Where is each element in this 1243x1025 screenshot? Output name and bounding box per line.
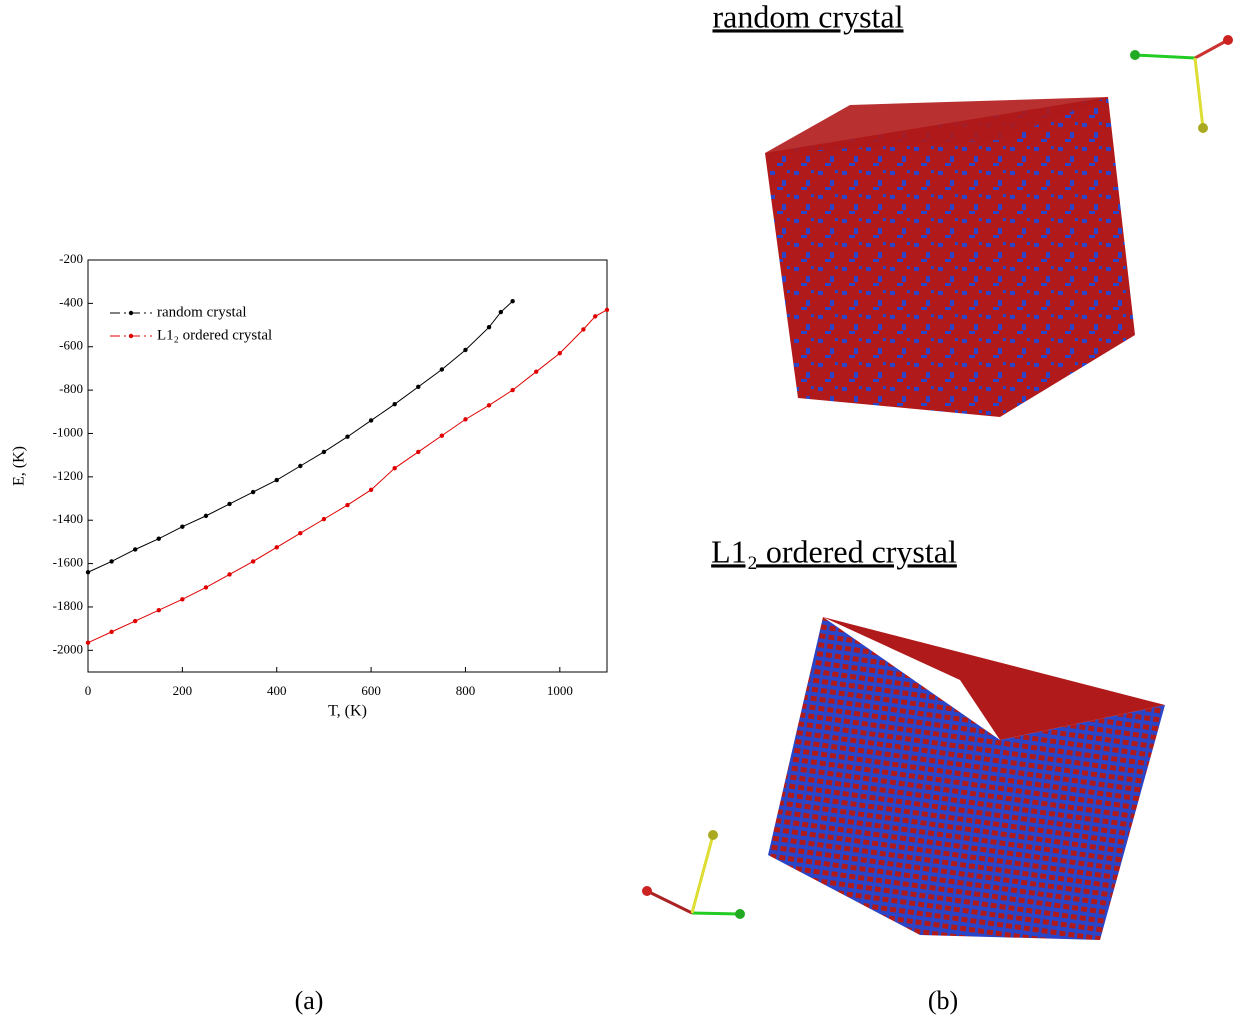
x-tick-label: 200	[173, 683, 193, 698]
point	[227, 501, 232, 507]
axis-triad	[1130, 35, 1233, 133]
legend-marker	[128, 310, 134, 316]
y-tick-label: -1400	[53, 511, 83, 526]
point	[416, 384, 421, 390]
cube-top	[765, 97, 1108, 153]
point	[392, 402, 397, 407]
x-tick-label: 0	[85, 683, 92, 698]
point	[510, 387, 515, 393]
y-tick-label: -600	[59, 338, 83, 353]
series-line	[87, 300, 513, 573]
point	[274, 545, 279, 550]
legend-marker	[128, 333, 134, 339]
point	[321, 516, 327, 522]
point	[534, 369, 539, 374]
point	[156, 608, 161, 613]
point	[392, 465, 397, 471]
plot-frame	[87, 259, 608, 673]
y-axis-label: E, (K)	[11, 446, 28, 486]
point	[510, 299, 515, 304]
cube-top	[823, 617, 1165, 740]
point	[321, 449, 327, 455]
y-tick-label: -800	[59, 381, 83, 396]
y-tick-label: -1200	[53, 468, 83, 483]
cube	[765, 97, 1135, 417]
x-tick-label: 400	[267, 683, 287, 698]
point	[85, 570, 91, 575]
point	[604, 307, 610, 313]
point	[298, 463, 303, 469]
point	[368, 487, 374, 493]
point	[463, 347, 468, 353]
point	[132, 618, 138, 624]
point	[486, 325, 492, 330]
caption: (b)	[928, 986, 958, 1015]
point	[180, 597, 185, 602]
cube	[768, 617, 1165, 940]
point	[439, 433, 445, 438]
point	[250, 489, 256, 495]
x-tick-label: 1000	[547, 683, 573, 698]
point	[227, 572, 232, 577]
point	[416, 449, 421, 455]
point	[274, 477, 279, 483]
point	[109, 629, 114, 635]
point	[298, 531, 303, 536]
y-tick-label: -400	[59, 294, 83, 309]
point	[345, 434, 350, 439]
y-tick-label: -1600	[53, 555, 83, 570]
point	[498, 309, 504, 315]
point	[368, 418, 374, 423]
point	[109, 559, 114, 564]
point	[203, 585, 209, 590]
point	[85, 640, 91, 645]
point	[132, 547, 138, 552]
point	[557, 351, 563, 356]
point	[180, 524, 185, 529]
point	[463, 417, 468, 422]
point	[345, 502, 350, 508]
x-tick-label: 800	[456, 683, 476, 698]
y-tick-label: -1800	[53, 598, 83, 613]
point	[486, 403, 492, 408]
point	[581, 327, 586, 332]
series-line	[87, 309, 608, 644]
point	[250, 559, 256, 564]
caption: (a)	[295, 986, 324, 1015]
y-tick-label: -1000	[53, 424, 83, 439]
panel-title: L1₂ ordered crystal	[711, 533, 957, 569]
axis-triad	[642, 830, 745, 919]
legend-label: L1₂ ordered crystal	[157, 327, 272, 343]
point	[439, 367, 445, 372]
point	[593, 314, 598, 319]
x-tick-label: 600	[361, 683, 381, 698]
point	[203, 513, 209, 519]
point	[156, 536, 161, 541]
y-tick-label: -2000	[53, 641, 83, 656]
legend-label: random crystal	[157, 304, 247, 320]
x-axis-label: T, (K)	[328, 703, 367, 720]
y-tick-label: -200	[59, 251, 83, 266]
panel-title: random crystal	[712, 0, 903, 34]
